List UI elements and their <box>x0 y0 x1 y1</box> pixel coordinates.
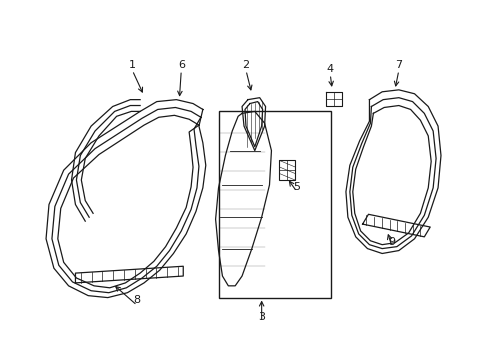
Text: 2: 2 <box>242 60 249 70</box>
Text: 8: 8 <box>133 296 141 305</box>
Text: 4: 4 <box>326 64 333 74</box>
Text: 1: 1 <box>128 60 136 70</box>
Text: 9: 9 <box>387 237 395 247</box>
Text: 6: 6 <box>178 60 184 70</box>
Bar <box>218 111 330 298</box>
Bar <box>279 161 294 180</box>
Text: 3: 3 <box>258 312 264 322</box>
Text: 5: 5 <box>293 182 300 192</box>
Text: 7: 7 <box>394 60 402 70</box>
